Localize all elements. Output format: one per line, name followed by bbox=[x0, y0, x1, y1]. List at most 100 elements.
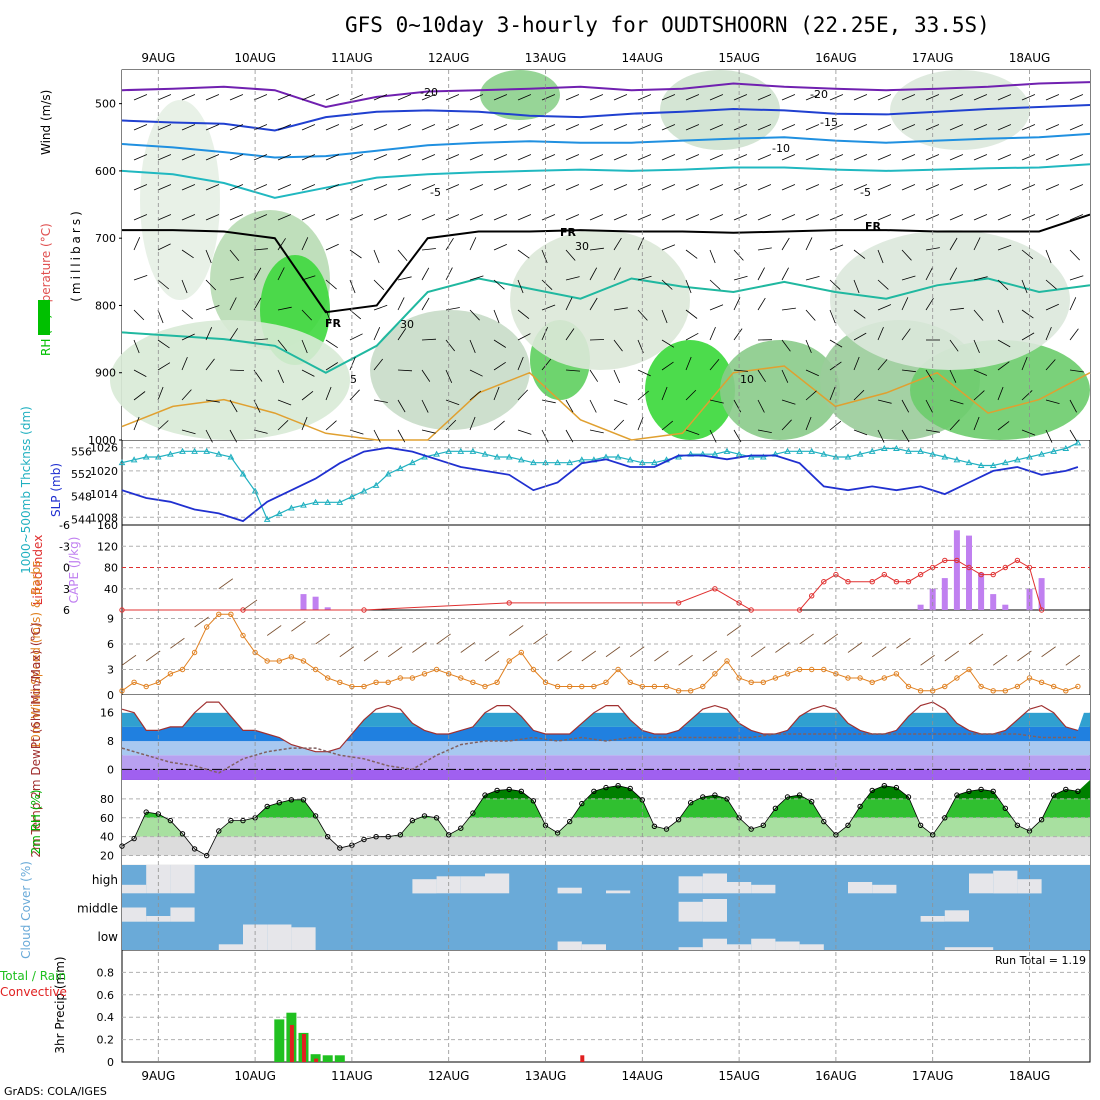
wind10m-marker bbox=[385, 679, 391, 685]
wind-barb bbox=[1045, 359, 1056, 371]
wind10m-marker bbox=[240, 632, 246, 639]
upper-label-wind: Wind (m/s) bbox=[39, 90, 53, 155]
wind-barb bbox=[925, 267, 933, 281]
wind-barb bbox=[805, 154, 820, 161]
thickness-marker bbox=[856, 450, 864, 457]
cloud-high-cell bbox=[170, 865, 195, 894]
rh2m-marker bbox=[567, 818, 573, 825]
thickness-marker bbox=[1001, 459, 1009, 466]
wind-barb bbox=[997, 421, 1010, 431]
cape-bar bbox=[978, 572, 985, 610]
cloud-low-cell bbox=[267, 924, 292, 950]
wind-barb bbox=[1021, 309, 1034, 319]
panel-frame-thick bbox=[121, 439, 1091, 526]
wind-barb bbox=[613, 307, 628, 311]
rh2m-y-tick: 40 bbox=[100, 831, 114, 844]
wind-barb bbox=[733, 429, 742, 443]
wind-barb bbox=[949, 307, 964, 311]
thickness-marker bbox=[239, 470, 247, 477]
thickness-marker bbox=[965, 459, 973, 466]
cape-bar bbox=[941, 578, 948, 610]
wind10m-barb bbox=[654, 650, 669, 662]
wind-barb bbox=[661, 154, 676, 161]
wind-barb bbox=[613, 419, 625, 431]
wind10m-marker bbox=[167, 671, 174, 677]
thickness-marker bbox=[215, 450, 223, 457]
wind-barb bbox=[949, 124, 964, 131]
wind-barb bbox=[781, 94, 796, 101]
wind-barb bbox=[157, 279, 170, 290]
wind10m-barb bbox=[242, 599, 258, 611]
rh2m-marker bbox=[482, 792, 488, 798]
wind-barb bbox=[229, 276, 244, 281]
wind-barb bbox=[637, 124, 652, 131]
wind10m-marker bbox=[1002, 688, 1008, 694]
wind-barb bbox=[733, 399, 742, 413]
thickness-marker bbox=[941, 453, 949, 460]
cape-labels: CAPE (J/kg) bbox=[67, 537, 81, 604]
cloud-middle-cell bbox=[702, 899, 727, 922]
rh2m-marker bbox=[1002, 805, 1008, 811]
wind-barb bbox=[517, 94, 532, 101]
li-label: Lifted Index bbox=[31, 535, 45, 606]
wind-barb bbox=[949, 154, 964, 161]
wind-barb bbox=[709, 94, 724, 101]
rh2m-marker bbox=[627, 785, 633, 792]
wind10m-labels: 10m Wind Speed (m/s) & Barbs bbox=[29, 561, 43, 750]
wind-barb bbox=[685, 309, 698, 319]
rh2m-marker bbox=[506, 786, 512, 793]
wind10m-marker bbox=[966, 666, 972, 673]
precip-y-tick: 0.2 bbox=[97, 1034, 115, 1047]
wind-barb bbox=[853, 279, 860, 294]
wind-barb bbox=[1069, 124, 1084, 131]
wind-barb bbox=[805, 214, 820, 221]
rh2m-marker bbox=[458, 825, 464, 831]
wind10m-marker bbox=[748, 679, 754, 685]
wind-barb bbox=[133, 184, 148, 191]
rh2m-marker bbox=[167, 817, 174, 824]
upper-wind-barbs bbox=[133, 94, 1084, 443]
li-y-tick: 0 bbox=[63, 562, 70, 575]
wind-barb bbox=[709, 124, 724, 131]
wind-barb bbox=[445, 267, 453, 281]
isotherm-minus5 bbox=[121, 163, 1091, 199]
cape-bar bbox=[300, 594, 307, 610]
wind-barb bbox=[1045, 184, 1060, 191]
wind10m-marker bbox=[143, 683, 149, 690]
wind-barb bbox=[685, 249, 698, 259]
wind-barb bbox=[133, 369, 147, 377]
wind10m-marker bbox=[421, 671, 428, 677]
wind-barb bbox=[301, 275, 316, 281]
wind10m-barb bbox=[363, 650, 379, 662]
rh2m-marker bbox=[409, 817, 416, 824]
cloud-labels: Cloud Cover (%) bbox=[19, 861, 33, 959]
thickness-marker bbox=[324, 498, 332, 505]
wind10m-marker bbox=[978, 683, 984, 690]
thickness-marker bbox=[203, 447, 211, 454]
wind-barb bbox=[325, 279, 337, 290]
wind-barb bbox=[493, 154, 508, 161]
wind-barb bbox=[517, 124, 532, 131]
wind-barb bbox=[1021, 279, 1028, 294]
rh-floor bbox=[122, 855, 1090, 865]
lifted-index-marker bbox=[675, 600, 682, 606]
rh2m-labels: 2m RH (%) bbox=[29, 789, 43, 854]
wind-barb bbox=[1045, 214, 1060, 221]
wind-barb bbox=[181, 94, 196, 101]
wind-barb bbox=[397, 94, 412, 101]
wind-barb bbox=[253, 267, 262, 281]
cape-y-tick: 40 bbox=[104, 583, 118, 596]
wind-barb bbox=[949, 184, 964, 191]
top-day-label: 18AUG bbox=[1009, 51, 1051, 65]
wind10m-marker bbox=[300, 658, 307, 664]
wind-barb bbox=[1069, 399, 1077, 413]
wind-barb bbox=[877, 94, 892, 101]
wind-barb bbox=[349, 249, 362, 259]
wind-barb bbox=[637, 390, 649, 401]
wind-barb bbox=[229, 429, 238, 443]
wind10m-marker bbox=[688, 688, 694, 694]
wind10m-barb bbox=[387, 646, 403, 658]
wind-barb bbox=[493, 184, 508, 191]
wind-barb bbox=[853, 332, 867, 341]
